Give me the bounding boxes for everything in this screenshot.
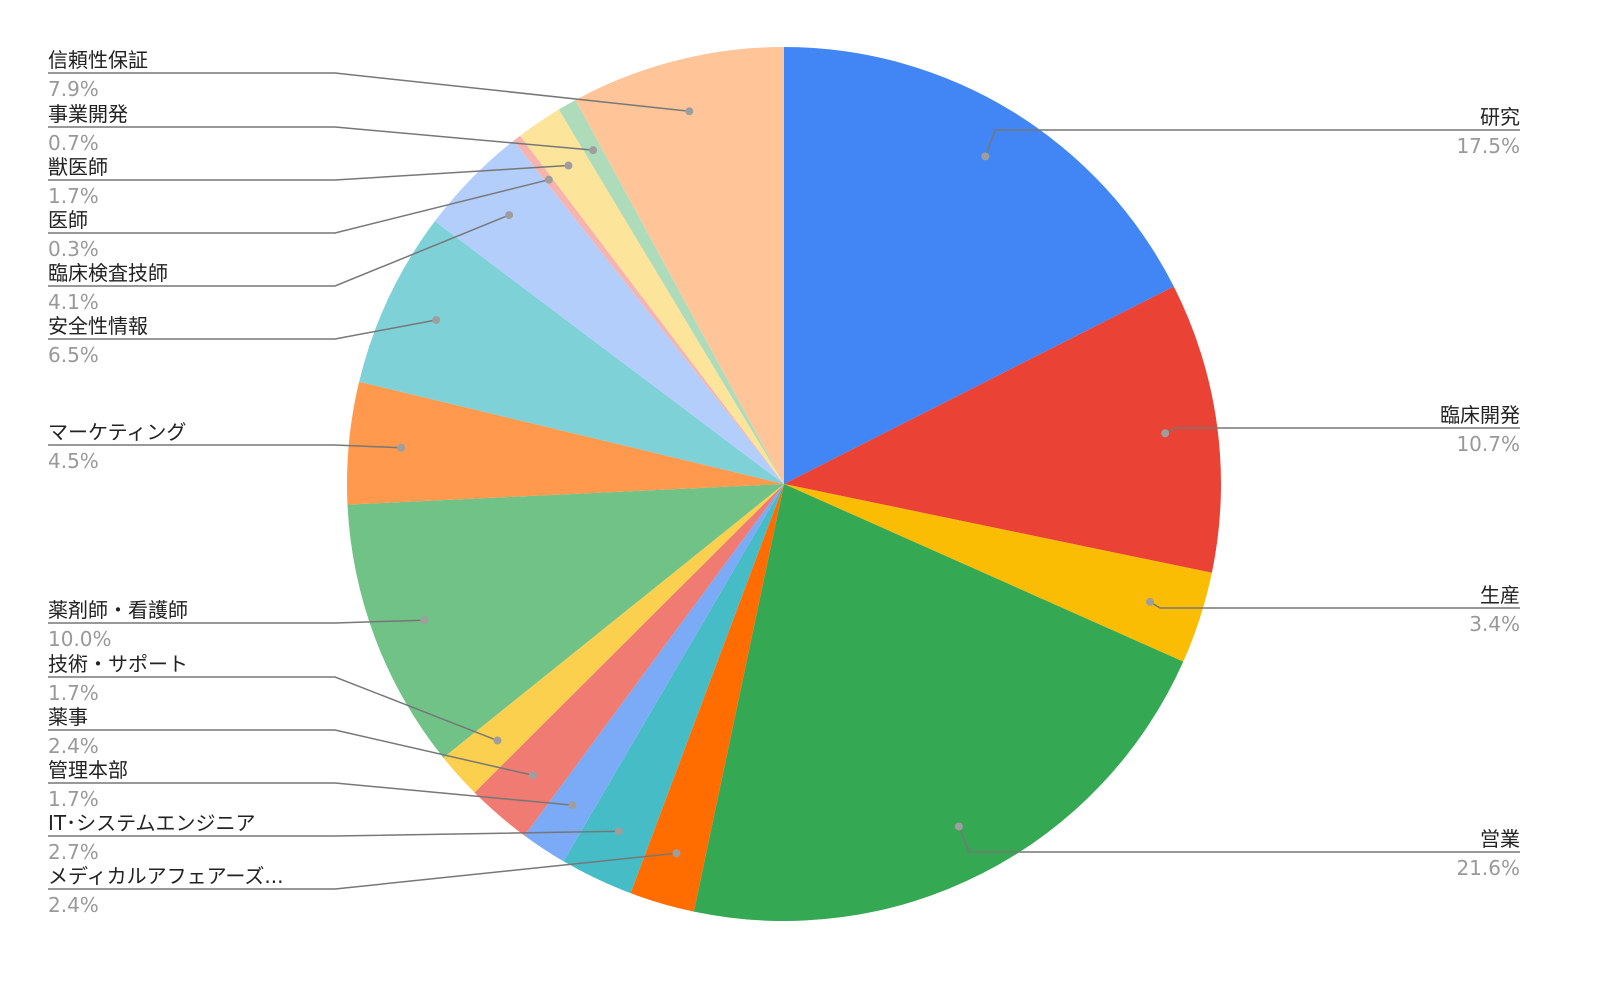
leader-dot bbox=[564, 161, 573, 170]
leader-dot bbox=[568, 801, 577, 810]
leader-line bbox=[48, 72, 690, 113]
slice-value-label: 2.7% bbox=[48, 840, 99, 864]
slice-label: 安全性情報 bbox=[48, 314, 148, 338]
leader-dot bbox=[420, 616, 429, 625]
pie-slice bbox=[443, 484, 784, 793]
slice-label: 医師 bbox=[48, 208, 88, 232]
slice-label: 薬事 bbox=[48, 705, 88, 729]
leader-dot bbox=[528, 771, 537, 780]
slice-value-label: 3.4% bbox=[1469, 612, 1520, 636]
slice-value-label: 0.7% bbox=[48, 131, 99, 155]
slice-label: メディカルアフェアーズ... bbox=[48, 864, 283, 888]
leader-dot bbox=[672, 849, 681, 858]
leader-dot bbox=[493, 736, 502, 745]
leader-dot bbox=[1161, 429, 1170, 438]
pie-slice bbox=[434, 140, 784, 485]
slice-value-label: 4.5% bbox=[48, 449, 99, 473]
leader-dot bbox=[981, 152, 990, 161]
pie-slice bbox=[524, 484, 784, 862]
pie-slice bbox=[693, 484, 1184, 921]
pie-slice bbox=[630, 484, 784, 912]
slice-value-label: 4.1% bbox=[48, 290, 99, 314]
slice-label: 臨床検査技師 bbox=[48, 261, 168, 285]
leader-dot bbox=[614, 827, 623, 836]
slice-label: 技術・サポート bbox=[48, 652, 188, 676]
pie-slice bbox=[346, 381, 784, 505]
slice-label: 生産 bbox=[1480, 583, 1520, 607]
pie-slice bbox=[474, 484, 784, 836]
leader-line bbox=[48, 852, 677, 890]
slice-label: IT･システムエンジニア bbox=[48, 811, 256, 835]
slice-value-label: 21.6% bbox=[1456, 856, 1520, 880]
leader-dot bbox=[397, 443, 406, 452]
leader-line bbox=[48, 319, 437, 340]
leader-dot bbox=[1146, 597, 1155, 606]
leader-line bbox=[1149, 601, 1520, 609]
leader-line bbox=[48, 178, 550, 234]
slice-label: 研究 bbox=[1480, 105, 1520, 129]
slice-value-label: 2.4% bbox=[48, 734, 99, 758]
slice-label: 事業開発 bbox=[48, 102, 128, 126]
slice-label: 管理本部 bbox=[48, 758, 128, 782]
leader-line bbox=[48, 782, 573, 806]
slice-value-label: 1.7% bbox=[48, 681, 99, 705]
leader-line bbox=[48, 830, 619, 837]
slice-value-label: 7.9% bbox=[48, 77, 99, 101]
pie-slice bbox=[513, 135, 784, 484]
slice-value-label: 1.7% bbox=[48, 184, 99, 208]
leader-line bbox=[48, 619, 425, 624]
leader-line bbox=[48, 729, 534, 777]
leader-line bbox=[984, 129, 1520, 157]
pie-slice bbox=[359, 221, 784, 484]
pie-slice bbox=[558, 99, 784, 484]
slice-label: マーケティング bbox=[48, 420, 186, 444]
pie-slice bbox=[784, 286, 1221, 573]
leader-dot bbox=[432, 315, 441, 324]
leader-line bbox=[958, 826, 1520, 853]
slice-value-label: 17.5% bbox=[1456, 134, 1520, 158]
slice-value-label: 10.7% bbox=[1456, 432, 1520, 456]
leader-line bbox=[48, 676, 498, 742]
pie-slice bbox=[784, 484, 1212, 662]
slice-label: 獣医師 bbox=[48, 155, 108, 179]
slice-value-label: 0.3% bbox=[48, 237, 99, 261]
leader-line bbox=[48, 164, 569, 181]
pie-slice bbox=[784, 47, 1174, 484]
slice-label: 薬剤師・看護師 bbox=[48, 598, 188, 622]
slice-value-label: 2.4% bbox=[48, 893, 99, 917]
slice-label: 営業 bbox=[1480, 827, 1520, 851]
leader-dot bbox=[544, 175, 553, 184]
leader-line bbox=[48, 214, 510, 287]
leader-line bbox=[48, 126, 594, 151]
pie-slice bbox=[563, 484, 784, 894]
leader-dot bbox=[954, 822, 963, 831]
pie-slice bbox=[347, 484, 784, 758]
pie-slice bbox=[520, 109, 784, 484]
slice-value-label: 6.5% bbox=[48, 343, 99, 367]
slice-label: 信頼性保証 bbox=[48, 48, 148, 72]
slice-label: 臨床開発 bbox=[1440, 403, 1520, 427]
leader-dot bbox=[589, 146, 598, 155]
slice-value-label: 1.7% bbox=[48, 787, 99, 811]
pie-slice bbox=[575, 47, 784, 484]
leader-dot bbox=[505, 211, 514, 220]
slice-value-label: 10.0% bbox=[48, 627, 112, 651]
leader-line bbox=[48, 444, 402, 449]
leader-dot bbox=[685, 107, 694, 116]
